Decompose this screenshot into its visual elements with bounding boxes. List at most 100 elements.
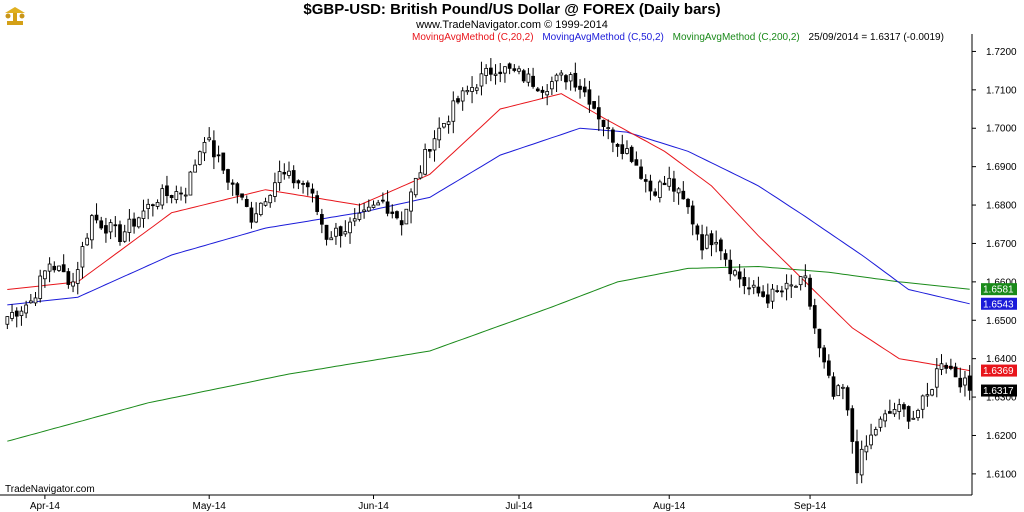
candle-body-up (484, 67, 489, 76)
candle (765, 283, 770, 309)
candle-body-up (366, 206, 371, 212)
candle (582, 78, 587, 97)
candle-body-up (136, 217, 141, 228)
candle-body-up (273, 182, 277, 197)
candle-body-up (334, 227, 338, 237)
candle (442, 122, 446, 129)
candle (770, 283, 775, 309)
candle (24, 300, 28, 319)
candle-body-up (493, 73, 498, 76)
candle (324, 224, 329, 246)
candle (855, 429, 859, 484)
candle (648, 174, 653, 201)
candle-body-down (831, 376, 836, 397)
candle-body-up (268, 194, 273, 204)
candle (550, 76, 554, 95)
candle-body-up (460, 90, 465, 102)
y-axis-ticks: 1.6100 1.6200 1.6300 1.6400 1.6500 1.6600 1.67… (972, 47, 1017, 480)
ma50-series (7, 127, 970, 306)
candle (657, 179, 662, 203)
candle-body-down (244, 199, 249, 207)
candle-body-down (953, 366, 958, 378)
candle (352, 208, 357, 227)
candle (761, 285, 765, 298)
candle-body-up (183, 194, 188, 197)
candle-body-down (216, 154, 221, 157)
candle-body-up (146, 203, 151, 209)
y-tick-label: 1.6700 (986, 239, 1017, 250)
candle (395, 210, 399, 220)
candle (850, 405, 855, 454)
candle-body-down (887, 411, 892, 414)
candle-body-up (418, 172, 423, 179)
candle-body-up (348, 221, 352, 234)
candle-body-up (362, 209, 366, 212)
candle (934, 358, 939, 398)
candle-body-up (108, 222, 113, 233)
candle (737, 264, 742, 288)
candle-body-down (615, 143, 620, 147)
candle-body-down (488, 67, 493, 75)
candle-body-up (287, 170, 291, 176)
candle (526, 68, 531, 87)
candle-body-down (719, 239, 723, 252)
y-tick-label: 1.6100 (986, 469, 1017, 480)
candle-body-down (52, 265, 57, 271)
y-tick-label: 1.6500 (986, 316, 1017, 327)
candle-body-up (122, 231, 127, 242)
candle (911, 410, 916, 420)
candle (643, 174, 648, 193)
ma20-series (7, 93, 970, 372)
candle (99, 216, 104, 230)
candle (822, 344, 826, 369)
candle (484, 64, 489, 85)
candle-body-down (132, 218, 136, 227)
candle-body-up (24, 304, 28, 314)
candle-body-up (784, 282, 789, 290)
candle (348, 217, 352, 244)
candle-body-up (470, 87, 474, 92)
candle (230, 179, 235, 196)
candle-body-up (258, 202, 263, 216)
y-tick-label: 1.6900 (986, 162, 1017, 173)
candle (676, 187, 681, 205)
candle-body-down (596, 107, 601, 120)
candle (503, 66, 507, 83)
y-tick-label: 1.6600 (986, 277, 1017, 288)
candle (512, 64, 517, 73)
tradenavigator-logo-icon (3, 5, 27, 32)
candle (343, 220, 348, 237)
candle-body-down (845, 387, 850, 411)
candle-body-up (451, 100, 456, 122)
candle-body-down (587, 89, 592, 105)
candle-body-down (902, 404, 906, 410)
candle-body-up (33, 297, 38, 304)
candle (573, 62, 578, 92)
candle (437, 117, 442, 149)
candle (291, 165, 296, 189)
candle-body-down (662, 182, 667, 186)
candle (695, 223, 700, 241)
candle (479, 61, 484, 96)
candle (878, 416, 883, 432)
candle-body-up (442, 122, 446, 128)
candle (179, 186, 183, 201)
candle (169, 194, 174, 204)
candle-body-down (681, 190, 686, 200)
candle-body-down (695, 225, 700, 235)
candle (531, 67, 535, 89)
candle (141, 199, 146, 228)
candle-body-down (949, 365, 953, 369)
candle-body-up (859, 448, 864, 476)
candle (66, 268, 71, 289)
candle-body-up (5, 316, 10, 325)
candle-body-down (601, 119, 606, 127)
candle (545, 84, 550, 106)
candle-body-down (761, 291, 765, 297)
legend-ma200: MovingAvgMethod (C,200,2) (672, 32, 800, 43)
price-tag-label: 1.6581 (983, 285, 1014, 296)
candle-body-up (704, 234, 709, 249)
candle (841, 383, 845, 400)
candle (249, 201, 254, 229)
